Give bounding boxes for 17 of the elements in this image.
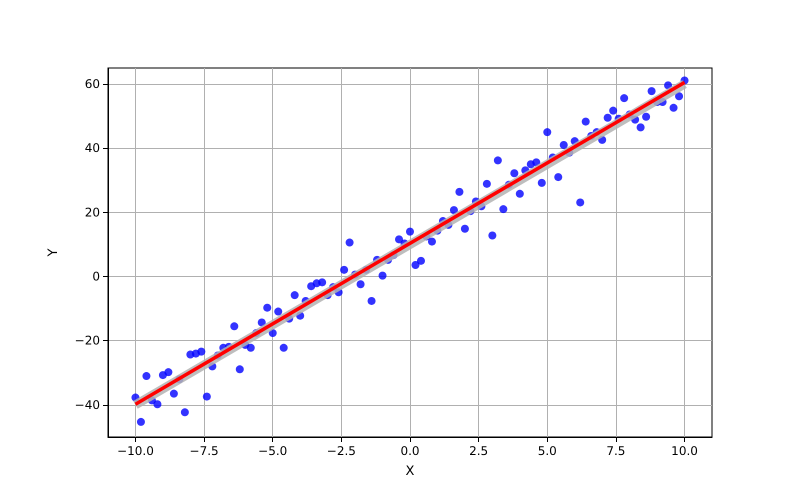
x-tick-label: 7.5: [606, 444, 626, 458]
y-tick-label: 0: [92, 270, 100, 284]
x-tick-label: −7.5: [190, 444, 219, 458]
x-tick-label: 5.0: [538, 444, 557, 458]
y-tick-label: 40: [84, 141, 100, 156]
y-tick-label: −20: [74, 334, 100, 348]
x-tick-label: 10.0: [671, 444, 698, 458]
x-tick-label: −5.0: [258, 444, 288, 458]
y-axis-title: Y: [46, 248, 61, 258]
y-tick-label: −40: [74, 398, 100, 412]
x-tick-label: −2.5: [326, 444, 356, 458]
x-tick-label: 0.0: [400, 444, 420, 458]
x-tick-label: 2.5: [469, 444, 488, 458]
y-tick-label: 20: [84, 205, 100, 220]
x-tick-label: −10.0: [117, 444, 154, 458]
x-axis-title: X: [406, 464, 415, 479]
y-tick-label: 60: [84, 77, 100, 92]
